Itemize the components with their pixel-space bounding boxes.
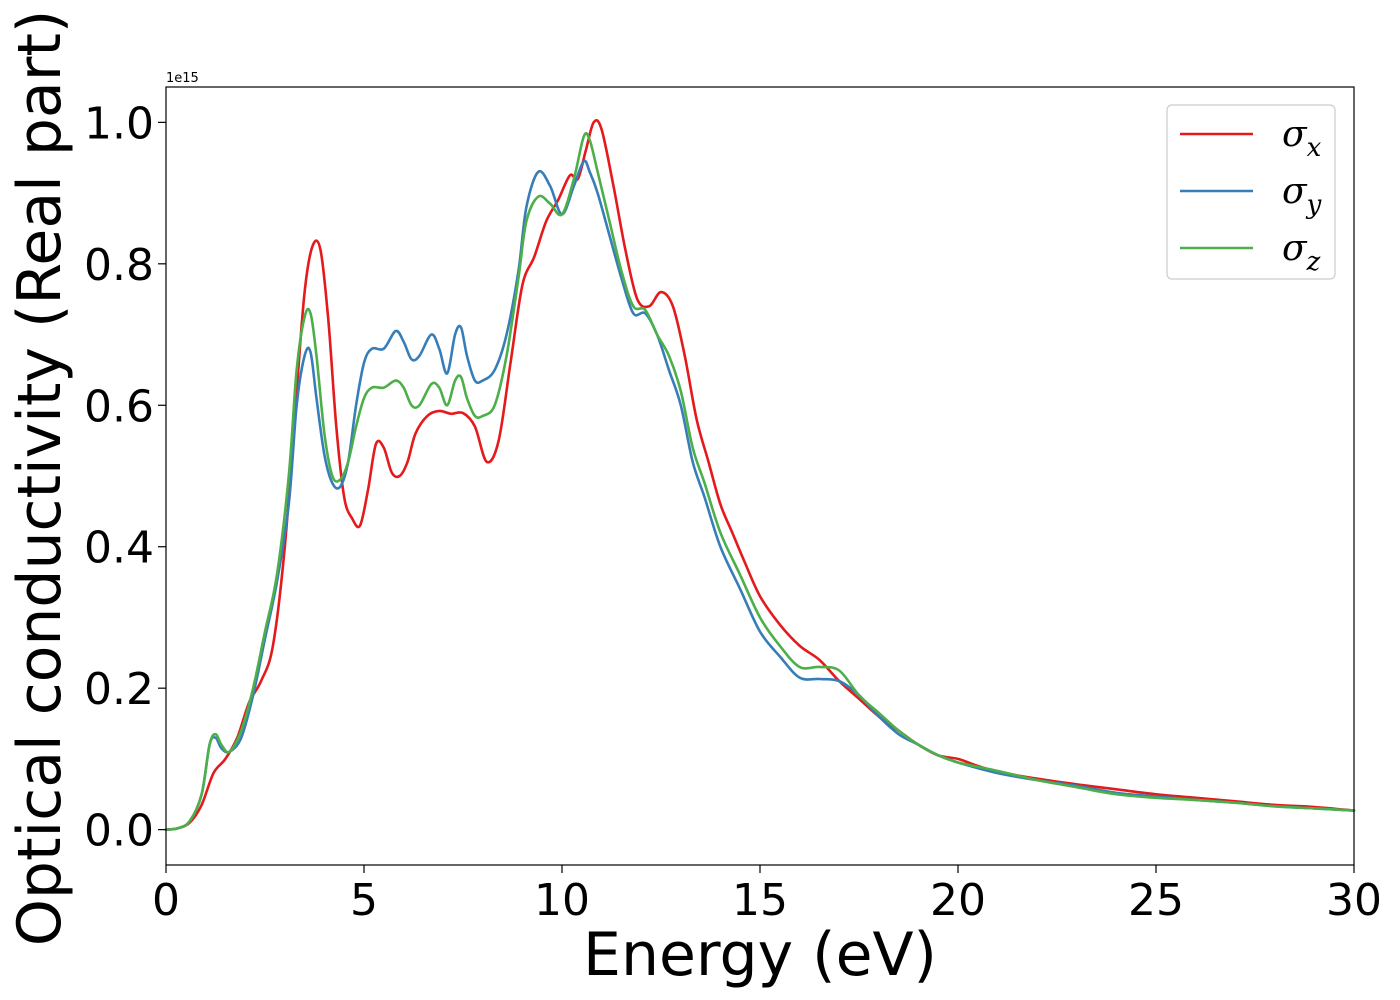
series-line-z xyxy=(164,131,1356,831)
x-tick-label: 10 xyxy=(534,875,590,926)
y-axis-ticks: 0.0 0.2 0.4 0.6 0.8 1.0 xyxy=(84,98,166,857)
y-tick-label: 0.2 xyxy=(84,664,154,715)
series-layer xyxy=(164,118,1356,831)
y-tick-label: 1.0 xyxy=(84,98,154,149)
x-tick-label: 5 xyxy=(350,875,378,926)
x-tick-label: 20 xyxy=(930,875,986,926)
x-axis-label: Energy (eV) xyxy=(583,920,937,990)
x-tick-label: 15 xyxy=(732,875,788,926)
y-offset-text: 1e15 xyxy=(166,71,199,86)
legend-label-x: σx xyxy=(1282,114,1322,163)
y-tick-label: 0.0 xyxy=(84,806,154,857)
x-tick-label: 0 xyxy=(152,875,180,926)
x-tick-label: 25 xyxy=(1128,875,1184,926)
y-tick-label: 0.6 xyxy=(84,381,154,432)
y-tick-label: 0.4 xyxy=(84,523,154,574)
y-tick-label: 0.8 xyxy=(84,240,154,291)
y-axis-label: Optical conductivity (Real part) xyxy=(5,10,75,947)
legend-label-y: σy xyxy=(1282,171,1322,220)
x-tick-label: 30 xyxy=(1326,875,1382,926)
legend: σx σy σz xyxy=(1166,104,1336,280)
x-axis-ticks: 0 5 10 15 20 25 30 xyxy=(152,865,1382,926)
legend-label-z: σz xyxy=(1282,228,1321,277)
